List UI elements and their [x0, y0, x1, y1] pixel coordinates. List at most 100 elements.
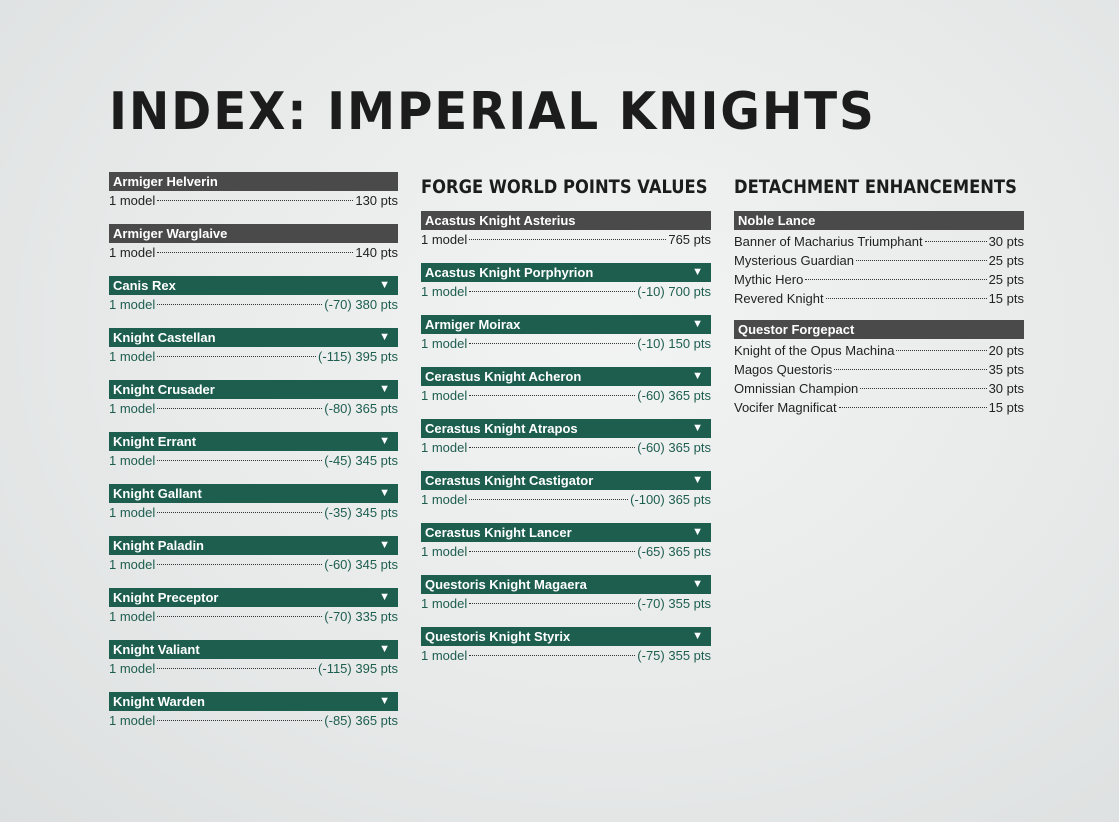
points-value: (-115) 395 pts — [318, 349, 398, 364]
enhancement-group-name: Questor Forgepact — [738, 322, 855, 337]
enhancement-points: 15 pts — [988, 291, 1024, 306]
unit-header: Questoris Knight Magaera ▼ — [421, 575, 711, 594]
points-value: 765 pts — [668, 232, 711, 247]
model-count: 1 model — [109, 401, 156, 416]
points-decrease-icon: ▼ — [692, 422, 703, 434]
points-value: (-100) 365 pts — [630, 492, 711, 507]
points-decrease-icon: ▼ — [692, 266, 703, 278]
page-title: INDEX: IMPERIAL KNIGHTS — [109, 82, 876, 142]
points-value: (-75) 355 pts — [637, 648, 711, 663]
enhancement-name: Vocifer Magnificat — [734, 400, 837, 415]
unit-entry: Acastus Knight Asterius 1 model 765 pts — [421, 211, 711, 249]
unit-header: Armiger Moirax ▼ — [421, 315, 711, 334]
points-value: (-70) 335 pts — [324, 609, 398, 624]
unit-header: Cerastus Knight Lancer ▼ — [421, 523, 711, 542]
points-row: 1 model (-100) 365 pts — [421, 490, 711, 509]
enhancement-name: Banner of Macharius Triumphant — [734, 234, 923, 249]
points-row: 1 model 140 pts — [109, 243, 398, 262]
enhancement-group-header: Questor Forgepact — [734, 320, 1024, 339]
unit-entry: Armiger Helverin 1 model 130 pts — [109, 172, 398, 210]
unit-name: Knight Castellan — [113, 330, 216, 345]
model-count: 1 model — [109, 193, 156, 208]
model-count: 1 model — [109, 557, 156, 572]
unit-header: Knight Gallant ▼ — [109, 484, 398, 503]
enhancement-group: Noble Lance Banner of Macharius Triumphan… — [734, 211, 1024, 308]
points-row: 1 model (-60) 365 pts — [421, 438, 711, 457]
enhancement-name: Mythic Hero — [734, 272, 804, 287]
unit-entry: Knight Paladin ▼ 1 model (-60) 345 pts — [109, 536, 398, 574]
dot-leader — [825, 298, 987, 299]
points-row: 1 model (-85) 365 pts — [109, 711, 398, 730]
unit-header: Armiger Warglaive — [109, 224, 398, 243]
unit-name: Armiger Warglaive — [113, 226, 228, 241]
unit-name: Knight Gallant — [113, 486, 202, 501]
dot-leader — [469, 291, 636, 292]
unit-header: Canis Rex ▼ — [109, 276, 398, 295]
points-decrease-icon: ▼ — [692, 630, 703, 642]
dot-leader — [157, 616, 323, 617]
dot-leader — [469, 655, 636, 656]
unit-name: Questoris Knight Styrix — [425, 629, 571, 644]
enhancement-row: Mythic Hero 25 pts — [734, 270, 1024, 289]
enhancement-points: 30 pts — [988, 234, 1024, 249]
dot-leader — [157, 460, 323, 461]
unit-entry: Canis Rex ▼ 1 model (-70) 380 pts — [109, 276, 398, 314]
points-decrease-icon: ▼ — [379, 279, 390, 291]
model-count: 1 model — [109, 297, 156, 312]
enhancement-group-header: Noble Lance — [734, 211, 1024, 230]
points-decrease-icon: ▼ — [692, 526, 703, 538]
model-count: 1 model — [421, 596, 468, 611]
enhancement-row: Knight of the Opus Machina 20 pts — [734, 341, 1024, 360]
model-count: 1 model — [109, 713, 156, 728]
points-decrease-icon: ▼ — [379, 539, 390, 551]
unit-name: Armiger Helverin — [113, 174, 218, 189]
points-row: 1 model (-80) 365 pts — [109, 399, 398, 418]
enhancement-row: Vocifer Magnificat 15 pts — [734, 398, 1024, 417]
points-decrease-icon: ▼ — [379, 487, 390, 499]
dot-leader — [469, 239, 667, 240]
unit-header: Cerastus Knight Acheron ▼ — [421, 367, 711, 386]
unit-name: Cerastus Knight Castigator — [425, 473, 594, 488]
dot-leader — [834, 369, 987, 370]
unit-header: Cerastus Knight Atrapos ▼ — [421, 419, 711, 438]
enhancement-points: 25 pts — [988, 253, 1024, 268]
points-row: 1 model (-75) 355 pts — [421, 646, 711, 665]
unit-name: Questoris Knight Magaera — [425, 577, 587, 592]
dot-leader — [157, 564, 323, 565]
points-decrease-icon: ▼ — [379, 591, 390, 603]
unit-entry: Cerastus Knight Lancer ▼ 1 model (-65) 365 … — [421, 523, 711, 561]
dot-leader — [157, 668, 317, 669]
unit-header: Knight Valiant ▼ — [109, 640, 398, 659]
dot-leader — [855, 260, 987, 261]
dot-leader — [838, 407, 987, 408]
model-count: 1 model — [421, 648, 468, 663]
points-value: (-45) 345 pts — [324, 453, 398, 468]
enhancement-points: 30 pts — [988, 381, 1024, 396]
points-value: (-65) 365 pts — [637, 544, 711, 559]
points-value: (-80) 365 pts — [324, 401, 398, 416]
points-row: 1 model (-10) 700 pts — [421, 282, 711, 301]
unit-name: Knight Errant — [113, 434, 197, 449]
dot-leader — [469, 343, 636, 344]
unit-entry: Knight Preceptor ▼ 1 model (-70) 335 pts — [109, 588, 398, 626]
unit-name: Knight Preceptor — [113, 590, 219, 605]
points-decrease-icon: ▼ — [379, 695, 390, 707]
core-units-column: Armiger Helverin 1 model 130 pts Armiger Wa… — [109, 172, 398, 744]
dot-leader — [469, 395, 636, 396]
unit-name: Armiger Moirax — [425, 317, 521, 332]
dot-leader — [157, 252, 354, 253]
points-row: 1 model (-70) 380 pts — [109, 295, 398, 314]
dot-leader — [157, 720, 323, 721]
model-count: 1 model — [109, 661, 156, 676]
points-decrease-icon: ▼ — [692, 370, 703, 382]
unit-header: Acastus Knight Asterius — [421, 211, 711, 230]
unit-entry: Armiger Moirax ▼ 1 model (-10) 150 pts — [421, 315, 711, 353]
enhancement-name: Revered Knight — [734, 291, 824, 306]
points-value: (-60) 365 pts — [637, 440, 711, 455]
points-decrease-icon: ▼ — [692, 318, 703, 330]
dot-leader — [157, 408, 323, 409]
unit-name: Cerastus Knight Atrapos — [425, 421, 578, 436]
unit-entry: Armiger Warglaive 1 model 140 pts — [109, 224, 398, 262]
unit-entry: Knight Valiant ▼ 1 model (-115) 395 pts — [109, 640, 398, 678]
unit-entry: Cerastus Knight Atrapos ▼ 1 model (-60) 365… — [421, 419, 711, 457]
